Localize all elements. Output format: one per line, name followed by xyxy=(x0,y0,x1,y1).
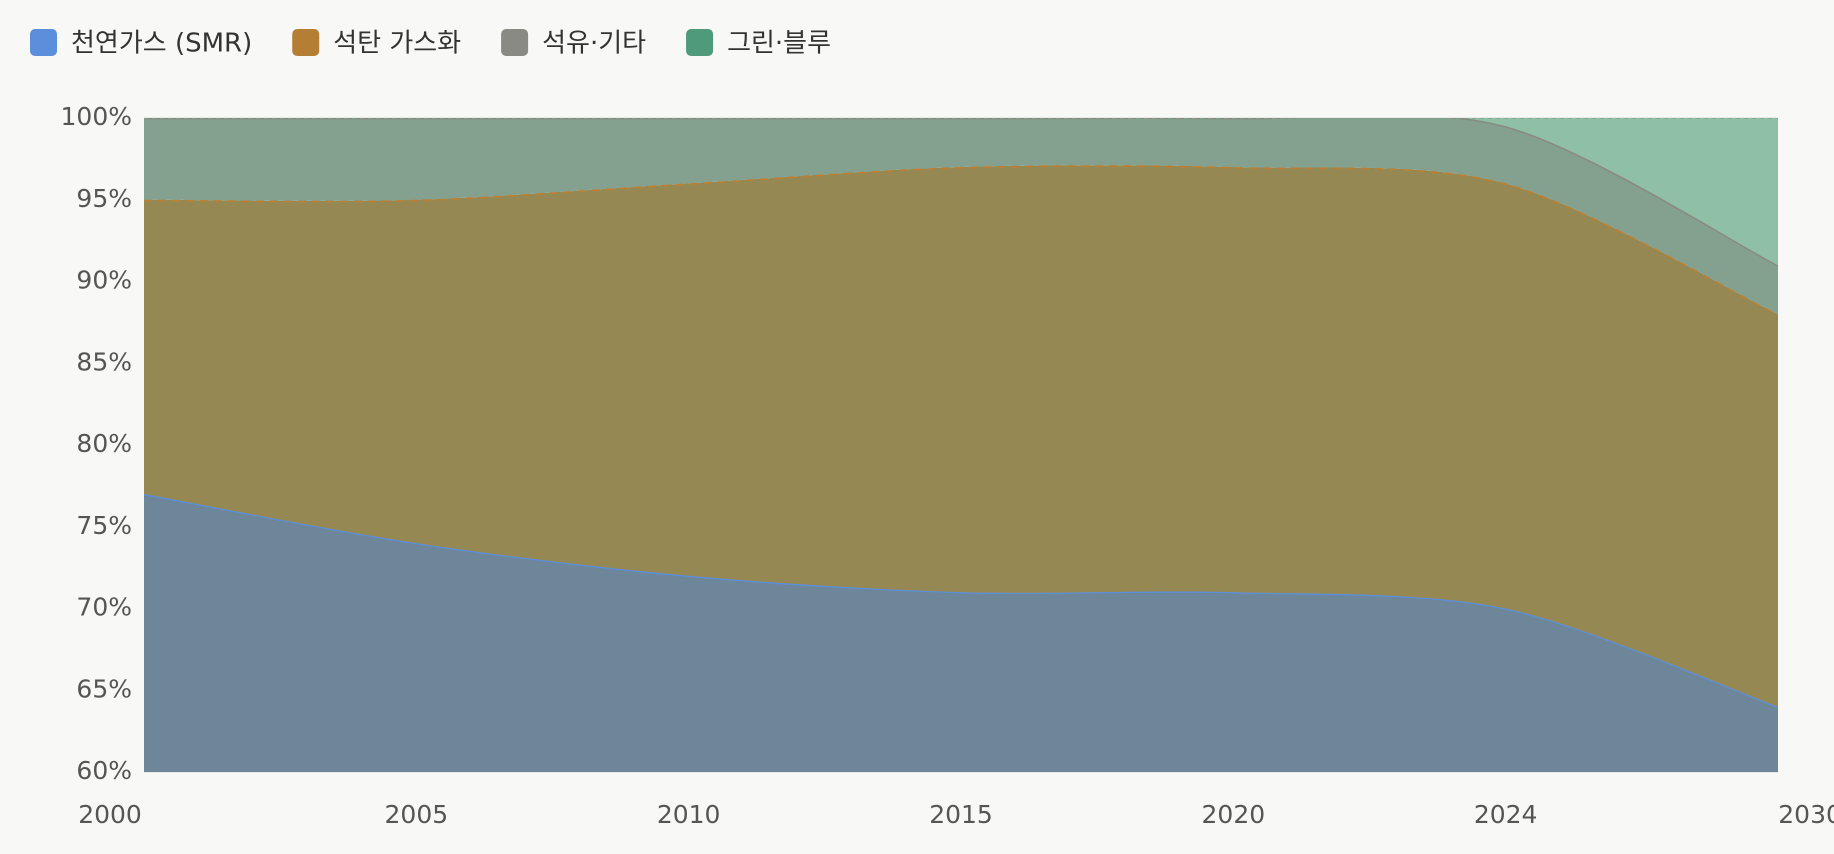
y-tick-label: 65% xyxy=(76,674,132,703)
legend-swatch xyxy=(686,29,714,56)
x-tick-label: 2024 xyxy=(1474,800,1538,829)
area xyxy=(144,118,1778,315)
legend-label: 천연가스 (SMR) xyxy=(71,29,252,59)
legend-swatch xyxy=(292,29,320,56)
y-tick-label: 90% xyxy=(76,266,132,295)
areas xyxy=(144,118,1778,772)
y-tick-label: 85% xyxy=(76,347,132,376)
legend-label: 그린·블루 xyxy=(727,29,831,59)
area xyxy=(144,494,1778,772)
x-tick-label: 2020 xyxy=(1202,800,1266,829)
area xyxy=(144,118,1778,266)
area xyxy=(144,165,1778,707)
legend-swatch xyxy=(30,29,57,56)
y-tick-label: 95% xyxy=(76,184,132,213)
legend-label: 석유·기타 xyxy=(542,29,646,59)
y-tick-label: 75% xyxy=(76,511,132,540)
legend-label: 석탄 가스화 xyxy=(333,29,461,59)
x-tick-label: 2000 xyxy=(78,800,142,829)
y-tick-label: 80% xyxy=(76,429,132,458)
labels: 60% 65% 70% 75% 80% 85% 90% 95% 100% 2000 2005 2010… xyxy=(30,29,1834,829)
legend-swatch xyxy=(501,29,529,56)
y-tick-label: 70% xyxy=(76,593,132,622)
x-tick-label: 2015 xyxy=(929,800,993,829)
y-tick-label: 60% xyxy=(76,756,132,785)
x-tick-label: 2010 xyxy=(657,800,721,829)
x-tick-label: 2005 xyxy=(385,800,449,829)
x-tick-label: 2030E xyxy=(1778,800,1834,829)
y-tick-label: 100% xyxy=(61,102,132,131)
